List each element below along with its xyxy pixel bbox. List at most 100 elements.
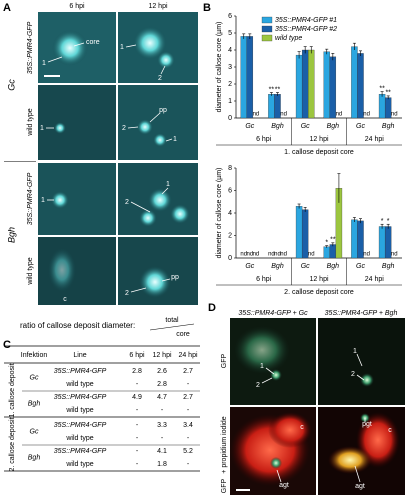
annotation: 2 [125, 199, 129, 206]
table-cell: 2.7 [183, 394, 193, 401]
annotation: 2 [122, 125, 126, 132]
table-header: Line [73, 352, 86, 359]
x-tick-label: Gc [356, 123, 365, 130]
table-cell: 4.7 [157, 394, 167, 401]
significance: ** [269, 86, 275, 93]
row-label: 35S::PMR4-GFP [27, 172, 34, 225]
row-label: GFP [221, 353, 228, 368]
x-tick-label: Bgh [382, 123, 395, 130]
row-label: wild type [27, 108, 34, 136]
table-cell: - [136, 461, 139, 468]
x-tick-label: Gc [301, 123, 310, 130]
column-header: 6 hpi [69, 3, 85, 10]
table-header: 24 hpi [178, 352, 198, 359]
table-cell: - [187, 381, 190, 388]
table-cell: 4.9 [132, 394, 142, 401]
group-label: Gc [6, 79, 16, 91]
bar [295, 206, 303, 259]
annotation: 2 [351, 371, 355, 378]
legend-swatch [261, 25, 273, 33]
panel-d-images [230, 318, 405, 495]
table-title: ratio of callose deposit diameter: [20, 321, 135, 330]
value-label: nd [268, 252, 275, 258]
column-header: 35S::PMR4-GFP + Bgh [325, 310, 398, 317]
annotation: core [86, 39, 100, 46]
x-tick-label: Gc [245, 123, 254, 130]
table-cell: 35S::PMR4-GFP [54, 368, 107, 375]
table-cell: 35S::PMR4-GFP [54, 448, 107, 455]
row-label: wild type [27, 257, 34, 285]
x-tick-label: Gc [301, 263, 310, 270]
infection-label: Gc [30, 374, 39, 381]
y-axis-label: diameter of callose core (µm) [216, 22, 223, 113]
table-cell: wild type [65, 407, 93, 414]
infection-label: Bgh [28, 400, 41, 407]
value-label: nd [253, 252, 260, 258]
annotation: 1 [260, 363, 264, 370]
table-cell: wild type [65, 381, 93, 388]
table-cell: 2.6 [157, 368, 167, 375]
table-cell: - [136, 407, 139, 414]
value-label: nd [274, 252, 281, 258]
annotation: c [388, 427, 392, 434]
annotation: 1 [353, 348, 357, 355]
table-cell: 35S::PMR4-GFP [54, 394, 107, 401]
bar [378, 94, 386, 119]
y-tick-label: 2 [228, 81, 232, 88]
section-label: 1. callose deposit [9, 363, 16, 417]
column-header: 12 hpi [148, 3, 168, 10]
table-cell: 1.8 [157, 461, 167, 468]
panel-label: A [3, 2, 11, 14]
panel-label: B [203, 2, 211, 14]
bar [329, 56, 337, 119]
table-cell: 5.2 [183, 448, 193, 455]
column-header: 35S::PMR4-GFP + Gc [238, 310, 308, 317]
value-label: nd [391, 252, 398, 258]
table-cell: - [136, 422, 139, 429]
group-label: 6 hpi [256, 136, 272, 143]
chart-subtitle: 1. callose deposit core [284, 149, 354, 156]
panel-label: C [3, 339, 11, 351]
table-cell: - [136, 435, 139, 442]
table-cell: wild type [65, 435, 93, 442]
bar [357, 53, 364, 119]
value-label: nd [246, 252, 253, 258]
fraction-bar [149, 323, 195, 331]
legend-swatch [261, 16, 273, 24]
x-tick-label: Bgh [327, 263, 340, 270]
row-label: 35S::PMR4-GFP [27, 21, 34, 74]
x-tick-label: Gc [356, 263, 365, 270]
y-tick-label: 4 [228, 210, 232, 217]
value-label: nd [363, 112, 370, 118]
table-cell: - [161, 435, 164, 442]
annotation: 1 [120, 44, 124, 51]
group-label: 6 hpi [256, 276, 272, 283]
y-tick-label: 0 [228, 115, 232, 122]
bar [323, 246, 330, 259]
panel-a-images [38, 12, 198, 305]
y-tick-label: 5 [228, 30, 232, 37]
row-label: GFP [221, 478, 228, 493]
row-label: + propidium iodide [221, 416, 228, 474]
annotation: 2 [125, 290, 129, 297]
group-label: 24 hpi [365, 276, 385, 283]
value-label: nd [280, 252, 287, 258]
annotation: c [300, 424, 304, 431]
significance: ** [379, 85, 385, 92]
annotation: 1 [173, 136, 177, 143]
table-header: 12 hpi [152, 352, 172, 359]
table-cell: 2.7 [183, 368, 193, 375]
table-cell: 3.3 [157, 422, 167, 429]
group-label: Bgh [6, 227, 16, 243]
value-label: nd [363, 252, 370, 258]
annotation: pp [159, 107, 167, 114]
y-tick-label: 3 [228, 64, 232, 71]
y-tick-label: 1 [228, 98, 232, 105]
table-cell: 2.8 [157, 381, 167, 388]
x-tick-label: Bgh [271, 123, 284, 130]
x-tick-label: Bgh [327, 123, 340, 130]
y-tick-label: 6 [228, 187, 232, 194]
table-cell: 4.1 [157, 448, 167, 455]
bar [323, 51, 330, 119]
